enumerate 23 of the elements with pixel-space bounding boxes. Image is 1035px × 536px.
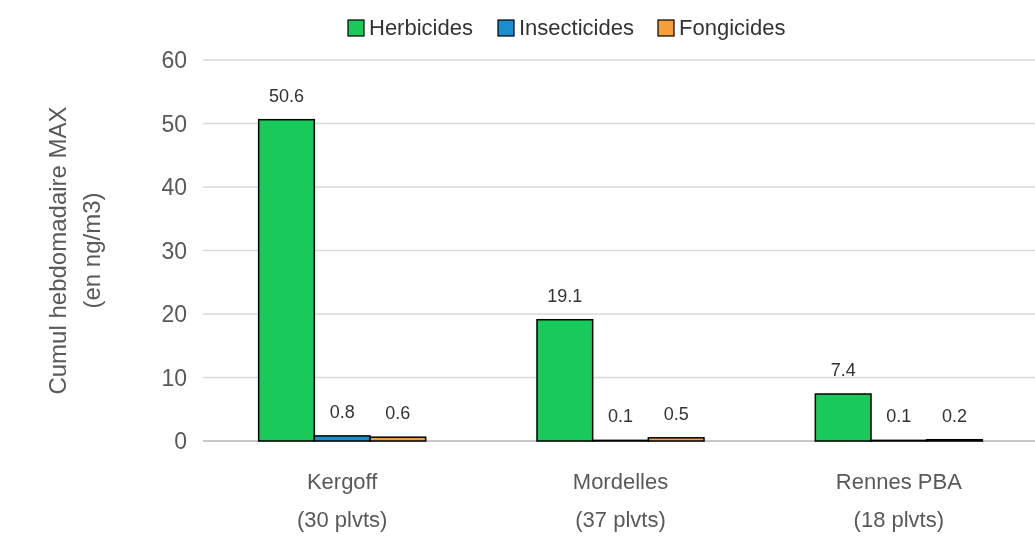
x-tick-label: Rennes PBA (18 plvts) bbox=[835, 469, 963, 532]
data-label: 0.1 bbox=[886, 406, 912, 427]
x-tick-label: Mordelles (37 plvts) bbox=[572, 469, 669, 532]
y-tick-label: 40 bbox=[161, 174, 187, 200]
legend-label: Insecticides bbox=[519, 15, 634, 40]
data-label: 7.4 bbox=[830, 360, 856, 381]
y-tick-label: 0 bbox=[174, 428, 187, 454]
y-axis-title: Cumul hebdomadaire MAX (en ng/m3) bbox=[44, 106, 105, 395]
data-label: 0.5 bbox=[663, 403, 689, 424]
data-label: 0.1 bbox=[607, 406, 634, 427]
legend-label: Fongicides bbox=[679, 15, 786, 40]
y-tick-label: 60 bbox=[161, 47, 187, 73]
data-label: 50.6 bbox=[268, 85, 305, 106]
y-tick-label: 50 bbox=[161, 110, 187, 137]
data-label: 0.8 bbox=[329, 401, 355, 422]
data-label: 0.2 bbox=[941, 405, 968, 426]
y-tick-label: 20 bbox=[161, 301, 187, 327]
data-label: 0.6 bbox=[385, 403, 411, 424]
x-tick-label: Kergoff (30 plvts) bbox=[296, 469, 388, 532]
y-tick-label: 10 bbox=[161, 364, 187, 391]
y-tick-label: 30 bbox=[161, 237, 187, 264]
data-label: 19.1 bbox=[547, 285, 583, 306]
legend-label: Herbicides bbox=[369, 15, 473, 40]
